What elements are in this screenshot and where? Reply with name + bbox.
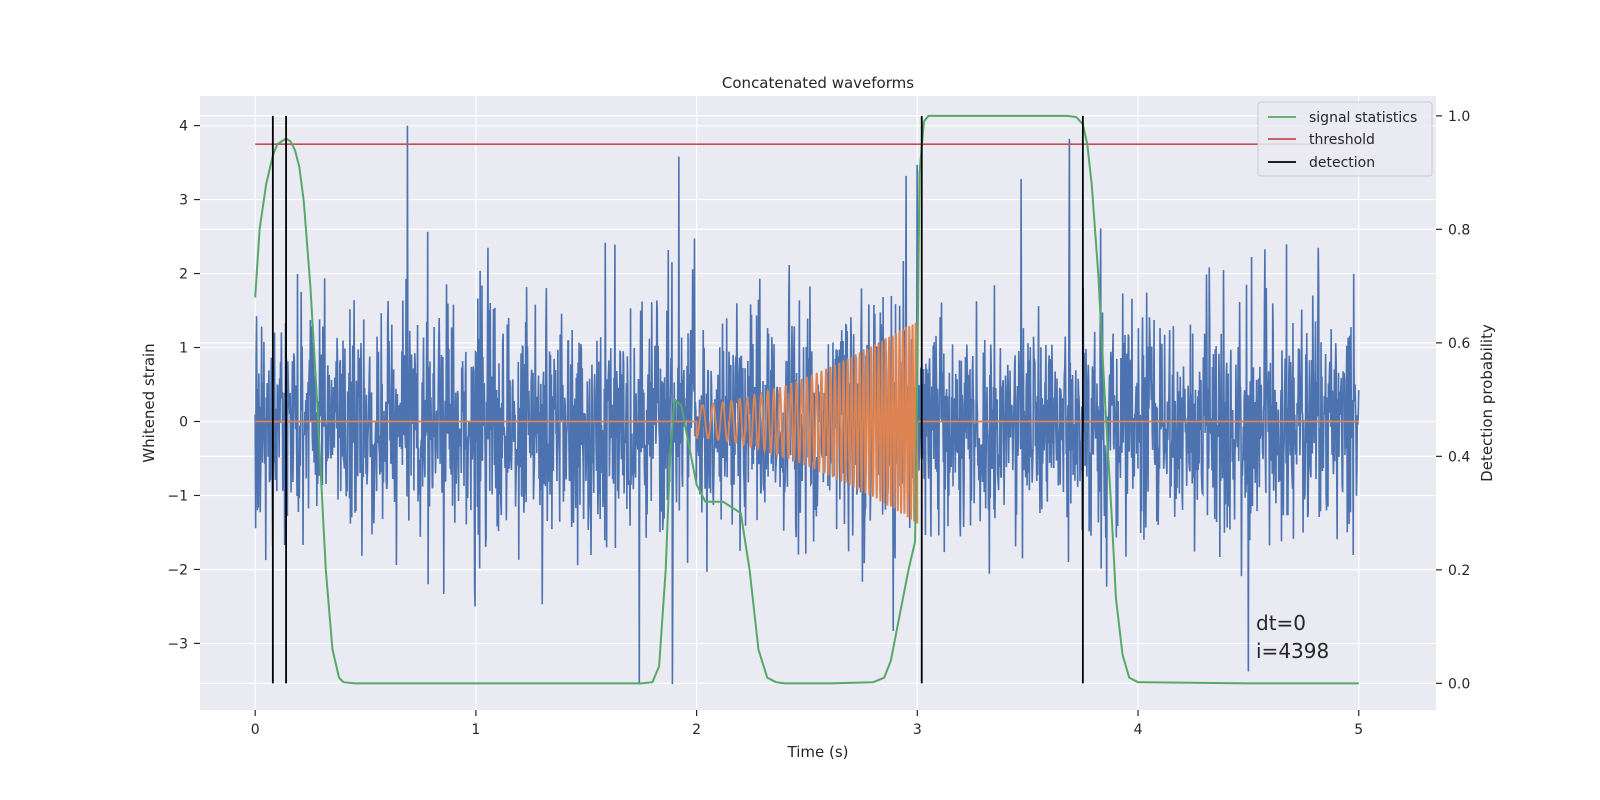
series-layer: [254, 114, 1370, 685]
y-tick-label: 3: [179, 193, 188, 209]
annotation-index: i=4398: [1256, 639, 1329, 663]
template-waveform-line: [255, 322, 1359, 524]
y-tick-label: 4: [179, 119, 188, 135]
y-axis-label: Whitened strain: [140, 343, 158, 462]
x-tick-label: 1: [471, 722, 480, 738]
y-tick-label: 0: [179, 414, 188, 430]
y2-tick-label: 0.0: [1448, 676, 1470, 692]
y-tick-label: 1: [179, 341, 188, 357]
y-tick-label: −2: [167, 562, 188, 578]
legend-label-signal-statistics: signal statistics: [1309, 110, 1417, 126]
y2-tick-label: 1.0: [1448, 109, 1470, 125]
y2-tick-label: 0.2: [1448, 563, 1470, 579]
y2-axis-label: Detection probability: [1478, 324, 1496, 482]
y2-tick-label: 0.4: [1448, 449, 1470, 465]
annotation-dt: dt=0: [1256, 611, 1306, 635]
y-axis-right: 0.0 0.2 0.4 0.6 0.8 1.0: [1436, 109, 1470, 692]
x-tick-label: 0: [251, 722, 260, 738]
x-axis: 0 1 2 3 4 5: [251, 710, 1363, 738]
y2-tick-label: 0.8: [1448, 222, 1470, 238]
x-tick-label: 5: [1354, 722, 1363, 738]
legend-label-threshold: threshold: [1309, 132, 1375, 148]
y-tick-label: −3: [167, 636, 188, 652]
x-tick-label: 4: [1134, 722, 1143, 738]
x-tick-label: 2: [692, 722, 701, 738]
legend-label-detection: detection: [1309, 155, 1375, 171]
y-axis-left: −3 −2 −1 0 1 2 3 4: [167, 119, 200, 652]
legend-box: [1257, 101, 1433, 177]
x-tick-label: 3: [913, 722, 922, 738]
y-tick-label: −1: [167, 488, 188, 504]
y2-tick-label: 0.6: [1448, 336, 1470, 352]
chart-title: Concatenated waveforms: [722, 74, 914, 92]
signal-statistics-line: [254, 114, 1359, 685]
x-axis-label: Time (s): [787, 743, 849, 761]
y-tick-label: 2: [179, 267, 188, 283]
legend: signal statistics threshold detection: [1257, 101, 1433, 177]
